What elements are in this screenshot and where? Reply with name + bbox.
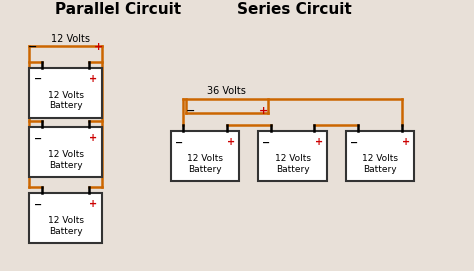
Text: 12 Volts
Battery: 12 Volts Battery	[48, 150, 84, 170]
Text: +: +	[94, 42, 103, 52]
Text: −: −	[34, 133, 42, 143]
Text: +: +	[227, 137, 235, 147]
Bar	[29, 193, 102, 243]
Bar	[29, 68, 102, 118]
Text: +: +	[315, 137, 323, 147]
Text: +: +	[90, 133, 98, 143]
Text: Parallel Circuit: Parallel Circuit	[55, 2, 181, 17]
Text: −: −	[350, 137, 358, 147]
Text: +: +	[259, 106, 268, 116]
Text: 12 Volts
Battery: 12 Volts Battery	[362, 154, 398, 174]
Bar	[258, 131, 327, 181]
Text: +: +	[90, 199, 98, 209]
Text: Series Circuit: Series Circuit	[237, 2, 352, 17]
Text: −: −	[34, 199, 42, 209]
Text: 36 Volts: 36 Volts	[208, 86, 246, 96]
Text: 12 Volts
Battery: 12 Volts Battery	[274, 154, 310, 174]
Text: −: −	[175, 137, 183, 147]
Text: +: +	[90, 74, 98, 84]
Text: 12 Volts
Battery: 12 Volts Battery	[187, 154, 223, 174]
Text: +: +	[402, 137, 410, 147]
Text: 12 Volts
Battery: 12 Volts Battery	[48, 91, 84, 110]
Bar	[29, 127, 102, 177]
Text: −: −	[28, 42, 37, 52]
Text: 12 Volts: 12 Volts	[51, 34, 90, 44]
Text: −: −	[34, 74, 42, 84]
Text: −: −	[186, 106, 195, 116]
Bar	[346, 131, 414, 181]
Text: −: −	[263, 137, 271, 147]
Text: 12 Volts
Battery: 12 Volts Battery	[48, 216, 84, 235]
Bar	[171, 131, 239, 181]
